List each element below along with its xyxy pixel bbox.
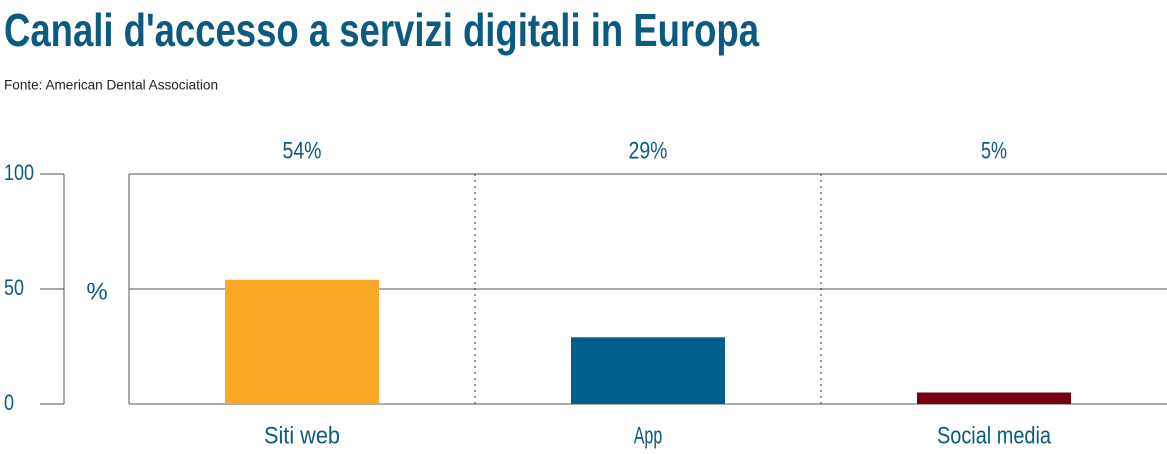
value-label: 5% bbox=[981, 137, 1007, 164]
chart-title: Canali d'accesso a servizi digitali in E… bbox=[4, 4, 759, 56]
y-tick-label: 100 bbox=[4, 160, 34, 185]
x-tick-label: App bbox=[634, 422, 663, 449]
value-label: 54% bbox=[283, 137, 322, 164]
bar bbox=[225, 279, 379, 404]
bar bbox=[571, 337, 725, 404]
x-tick-label: Siti web bbox=[264, 422, 340, 449]
value-label: 29% bbox=[629, 137, 668, 164]
chart-subtitle: Fonte: American Dental Association bbox=[4, 77, 218, 93]
y-tick-label: 50 bbox=[4, 275, 24, 300]
y-tick-label: 0 bbox=[4, 390, 14, 415]
y-axis-label: % bbox=[86, 278, 107, 305]
bar bbox=[917, 392, 1071, 404]
x-tick-label: Social media bbox=[937, 422, 1052, 449]
